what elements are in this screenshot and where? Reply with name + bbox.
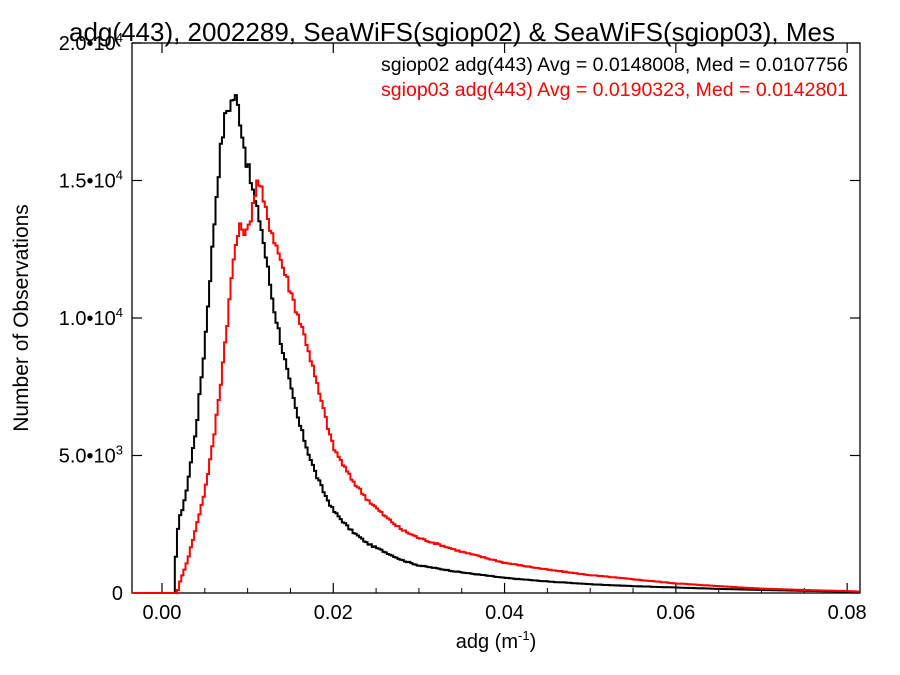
series-layer: [132, 94, 860, 594]
legend-entry-sgiop03: sgiop03 adg(443) Avg = 0.0190323, Med = …: [381, 79, 848, 101]
x-axis-ticks: 0.00 0.02 0.04 0.06 0.08: [143, 43, 867, 624]
y-axis-ticks: 0 5.0•103 1.0•104 1.5•104 2.0•104: [59, 30, 860, 605]
x-tick-label: 0.00: [143, 602, 182, 624]
legend-entry-sgiop02: sgiop02 adg(443) Avg = 0.0148008, Med = …: [381, 54, 848, 76]
legend: sgiop02 adg(443) Avg = 0.0148008, Med = …: [381, 54, 848, 101]
x-axis-label: adg (m-1): [456, 628, 536, 653]
y-tick-label: 2.0•104: [59, 30, 123, 55]
y-tick-label: 0: [112, 583, 123, 605]
series-line-sgiop02: [132, 94, 860, 594]
chart-title: adg(443), 2002289, SeaWiFS(sgiop02) & Se…: [69, 17, 835, 47]
x-tick-label: 0.06: [656, 602, 695, 624]
x-tick-label: 0.04: [485, 602, 524, 624]
x-tick-label: 0.02: [314, 602, 353, 624]
y-tick-label: 1.0•104: [59, 305, 123, 330]
series-line-sgiop03: [132, 179, 860, 594]
y-tick-label: 5.0•103: [59, 443, 123, 468]
y-tick-label: 1.5•104: [59, 168, 123, 193]
y-axis-label: Number of Observations: [10, 204, 33, 432]
x-tick-label: 0.08: [828, 602, 867, 624]
